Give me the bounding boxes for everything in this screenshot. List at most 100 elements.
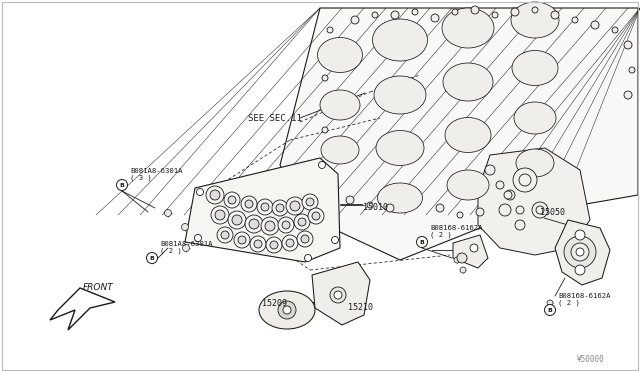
Ellipse shape [321,136,359,164]
Circle shape [250,236,266,252]
Circle shape [532,202,548,218]
Circle shape [515,220,525,230]
Circle shape [513,168,537,192]
Circle shape [505,190,515,200]
Circle shape [322,175,328,181]
Circle shape [471,6,479,14]
Circle shape [431,14,439,22]
Circle shape [308,208,324,224]
Circle shape [511,8,519,16]
Circle shape [346,196,354,204]
Circle shape [286,239,294,247]
Circle shape [195,234,202,241]
Polygon shape [555,220,610,285]
Circle shape [624,91,632,99]
Circle shape [571,243,589,261]
Polygon shape [185,158,340,262]
Circle shape [302,194,318,210]
Text: B08168-6162A
( 2 ): B08168-6162A ( 2 ) [430,224,483,238]
Circle shape [147,253,157,263]
Circle shape [367,202,373,208]
Text: ¥50000: ¥50000 [577,355,605,364]
Circle shape [551,11,559,19]
Ellipse shape [447,170,489,200]
Ellipse shape [320,90,360,120]
Circle shape [436,204,444,212]
Circle shape [282,221,290,229]
Circle shape [305,254,312,262]
Ellipse shape [442,8,494,48]
Polygon shape [50,288,115,330]
Circle shape [272,200,288,216]
Circle shape [330,287,346,303]
Circle shape [591,21,599,29]
Circle shape [215,210,225,220]
Circle shape [454,257,460,263]
Circle shape [391,11,399,19]
Circle shape [286,197,304,215]
Circle shape [312,212,320,220]
Circle shape [334,291,342,299]
Circle shape [532,7,538,13]
Circle shape [182,244,189,251]
Circle shape [516,176,524,184]
Circle shape [612,27,618,33]
Circle shape [241,196,257,212]
Polygon shape [312,262,370,325]
Circle shape [547,300,553,306]
Circle shape [254,240,262,248]
Circle shape [234,232,250,248]
Circle shape [476,208,484,216]
Circle shape [265,221,275,231]
Circle shape [576,248,584,256]
Circle shape [457,253,467,263]
Circle shape [278,301,296,319]
Ellipse shape [372,19,428,61]
Text: SEE SEC.11: SEE SEC.11 [248,113,301,122]
Circle shape [492,12,498,18]
Text: 15210: 15210 [348,302,373,311]
Text: 15050: 15050 [540,208,565,217]
Circle shape [116,180,127,190]
Circle shape [257,199,273,215]
Text: 15010: 15010 [363,202,388,212]
Ellipse shape [512,51,558,86]
Circle shape [306,198,314,206]
Circle shape [228,211,246,229]
Circle shape [266,237,282,253]
Circle shape [282,235,298,251]
Circle shape [351,16,359,24]
Circle shape [496,181,504,189]
Circle shape [417,237,428,247]
Circle shape [372,12,378,18]
Text: B: B [150,256,154,260]
Ellipse shape [317,38,362,73]
Polygon shape [478,148,590,255]
Circle shape [629,67,635,73]
Circle shape [575,230,585,240]
Circle shape [206,186,224,204]
Circle shape [232,215,242,225]
Circle shape [217,227,233,243]
Circle shape [245,215,263,233]
Circle shape [502,205,508,211]
Text: B08168-6162A
( 2 ): B08168-6162A ( 2 ) [558,292,611,306]
Circle shape [519,174,531,186]
Circle shape [499,204,511,216]
Circle shape [297,231,313,247]
Text: B: B [548,308,552,312]
Circle shape [278,217,294,233]
Text: B: B [120,183,124,187]
Text: B: B [420,240,424,244]
Circle shape [536,206,544,214]
Circle shape [516,206,524,214]
Circle shape [164,209,172,217]
Circle shape [624,41,632,49]
Circle shape [283,306,291,314]
Circle shape [298,218,306,226]
Circle shape [485,165,495,175]
Ellipse shape [516,149,554,177]
Text: B081A8-6301A
( 2 ): B081A8-6301A ( 2 ) [160,241,212,254]
Circle shape [210,190,220,200]
Circle shape [228,196,236,204]
